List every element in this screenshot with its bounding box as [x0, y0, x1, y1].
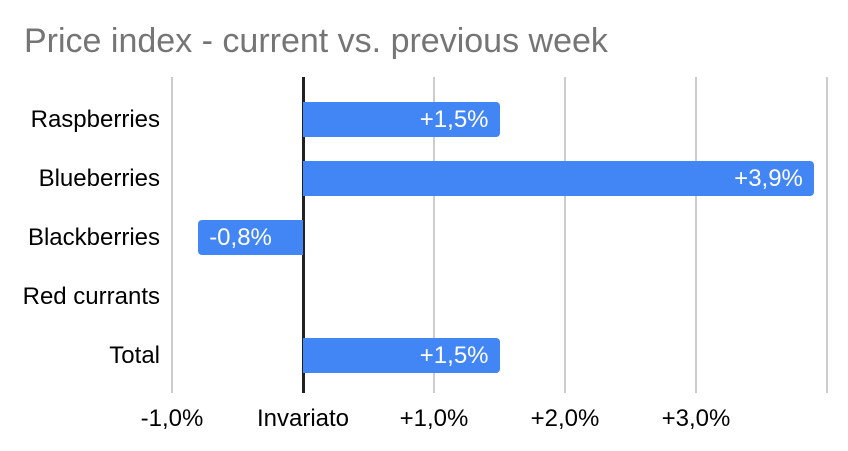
category-label: Blackberries	[27, 223, 160, 251]
gridline	[826, 77, 828, 393]
gridline	[695, 77, 697, 393]
category-label: Blueberries	[38, 164, 160, 192]
category-label: Red currants	[22, 282, 160, 310]
bar-blueberries: +3,9%	[303, 160, 814, 196]
bar-blackberries: -0,8%	[198, 219, 303, 255]
gridline	[564, 77, 566, 393]
gridline	[171, 77, 173, 393]
x-axis-tick-label: +2,0%	[530, 405, 600, 432]
x-axis-tick-label: -1,0%	[140, 405, 204, 432]
x-axis-tick-label: Invariato	[256, 405, 350, 432]
bar-raspberries: +1,5%	[303, 101, 500, 137]
category-label: Total	[109, 341, 160, 369]
zero-baseline	[301, 77, 305, 393]
category-label: Raspberries	[30, 105, 160, 133]
chart-title: Price index - current vs. previous week	[24, 22, 608, 60]
bar-total: +1,5%	[303, 337, 500, 373]
x-axis-tick-label: +1,0%	[399, 405, 469, 432]
gridline	[433, 77, 435, 393]
x-axis-tick-label: +3,0%	[661, 405, 731, 432]
